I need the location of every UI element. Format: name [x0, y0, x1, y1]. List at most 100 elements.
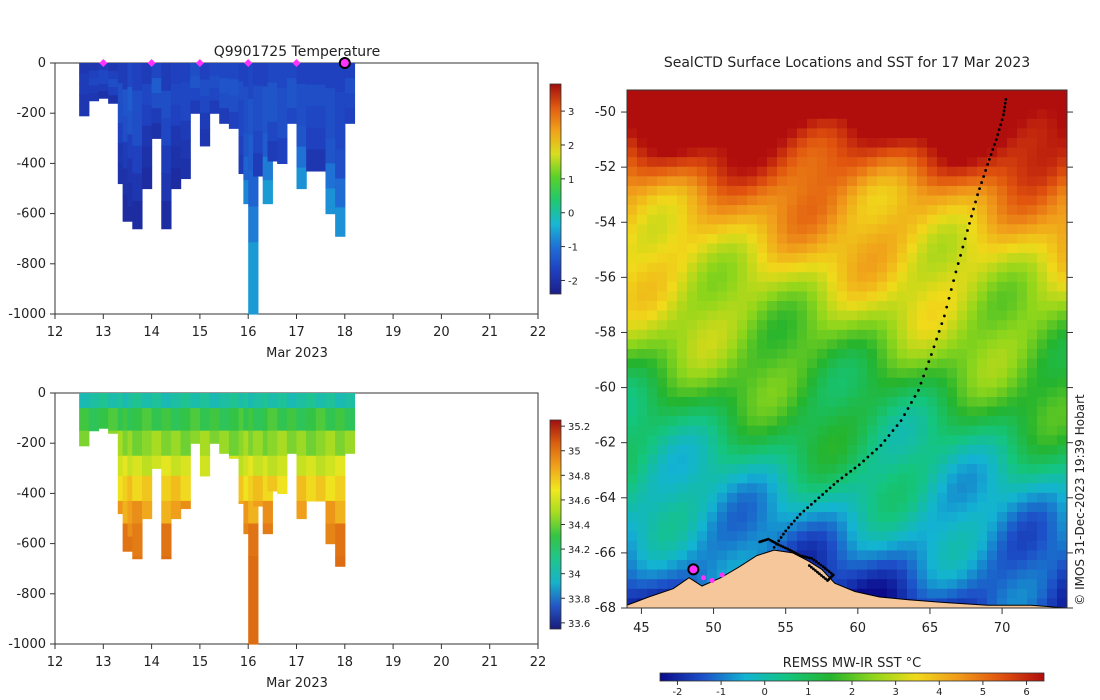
temperature-cell: [296, 167, 307, 190]
sst-cell: [897, 579, 908, 590]
sst-cell: [767, 329, 778, 341]
sst-cell: [997, 118, 1008, 129]
track-point: [932, 345, 936, 349]
sst-cell: [987, 569, 998, 580]
sst-cell: [707, 118, 718, 129]
sst-cell: [937, 281, 948, 293]
sst-cell: [647, 339, 658, 350]
sst-cell: [807, 358, 818, 369]
temperature-cell: [228, 95, 240, 113]
sst-cell: [857, 176, 868, 187]
sst-cell: [657, 109, 668, 120]
salinity-cell: [108, 430, 119, 434]
track-point: [974, 200, 977, 204]
sst-cell: [817, 214, 828, 225]
sst-cell: [1037, 569, 1048, 580]
sst-cell: [677, 339, 688, 350]
sst-cell: [847, 157, 858, 168]
sst-cell: [627, 349, 638, 360]
sst-cell: [867, 387, 878, 398]
temperature-cell: [98, 91, 109, 99]
sst-cell: [727, 416, 738, 427]
sst-cell: [787, 531, 798, 542]
sst-cell: [837, 118, 848, 129]
sst-cell: [777, 512, 788, 523]
sst-cell: [627, 540, 638, 552]
sst-cell: [1037, 243, 1048, 254]
sst-cell: [997, 310, 1008, 321]
track-point: [903, 413, 906, 416]
sst-cell: [1007, 521, 1018, 532]
sst-cell: [817, 291, 828, 302]
sst-cell: [917, 560, 928, 571]
temperature-cell: [335, 207, 346, 237]
sst-cell: [1037, 90, 1048, 101]
sst-cell: [897, 185, 908, 197]
sst-cell: [757, 473, 768, 484]
temperature-cell: [199, 96, 211, 114]
sst-cell: [987, 329, 998, 341]
temperature-cell: [248, 242, 259, 279]
sst-cell: [647, 454, 658, 465]
sst-cell: [637, 99, 648, 110]
sst-cell: [1017, 464, 1028, 475]
sst-cell: [957, 444, 968, 456]
sst-cell: [657, 185, 668, 197]
sst-cell: [687, 540, 698, 552]
sst-cell: [927, 339, 938, 350]
sst-cell: [777, 99, 788, 110]
sst-cell: [707, 492, 718, 504]
sst-cell: [737, 454, 748, 465]
sst-cell: [857, 185, 868, 197]
sst-cell: [657, 329, 668, 341]
colorbar-tick-label: 1: [568, 175, 574, 186]
sst-cell: [687, 310, 698, 321]
track-point: [781, 532, 785, 536]
sst-cell: [897, 166, 908, 177]
sst-cell: [1007, 195, 1018, 206]
sst-cell: [727, 358, 738, 369]
sst-cell: [777, 329, 788, 341]
sst-cell: [627, 531, 638, 542]
sst-cell: [1037, 512, 1048, 523]
track-point: [917, 388, 920, 392]
track-point: [807, 556, 811, 560]
sst-cell: [987, 396, 998, 408]
sst-cell: [647, 416, 658, 427]
sst-cell: [687, 550, 698, 561]
lat-tick-label: -56: [595, 270, 616, 285]
sst-cell: [717, 118, 728, 129]
sst-cell: [707, 176, 718, 187]
sst-cell: [897, 301, 908, 312]
sst-cell: [757, 291, 768, 302]
sst-cell: [1007, 435, 1018, 446]
sst-cell: [767, 99, 778, 110]
sst-cell: [827, 339, 838, 350]
sst-cell: [637, 540, 648, 552]
sst-cell: [1017, 444, 1028, 456]
sst-cell: [877, 406, 888, 417]
sst-cell: [927, 109, 938, 120]
sst-cell: [627, 579, 638, 590]
sst-cell: [867, 310, 878, 321]
sst-cell: [1047, 99, 1058, 110]
sst-cell: [807, 320, 818, 331]
sst-cell: [907, 157, 918, 168]
sst-cell: [717, 320, 728, 331]
sst-cell: [867, 425, 878, 436]
sst-cell: [797, 320, 808, 331]
sst-cell: [917, 320, 928, 331]
salinity-cell: [315, 475, 327, 502]
salinity-cell: [170, 408, 182, 432]
sst-cell: [677, 301, 688, 312]
sst-cell: [807, 109, 818, 120]
sst-cell: [1037, 387, 1048, 398]
temperature-cell: [296, 104, 307, 127]
sst-colorbar-tick-label: -1: [716, 687, 726, 698]
sst-cell: [897, 406, 908, 417]
track-point: [805, 555, 809, 559]
sst-cell: [1047, 579, 1058, 590]
sst-cell: [817, 406, 828, 417]
sst-cell: [637, 224, 648, 235]
sst-cell: [707, 233, 718, 245]
